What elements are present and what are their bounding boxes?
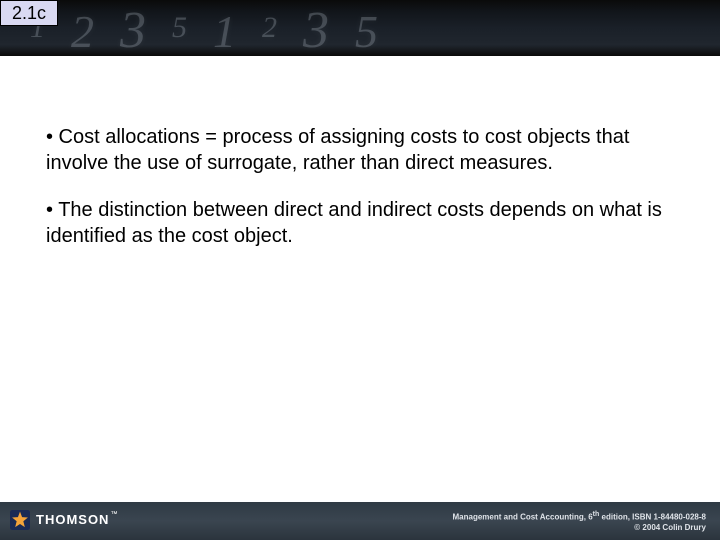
slide-number: 2.1c bbox=[1, 1, 57, 25]
header-decorative-digits: 12351235 bbox=[0, 0, 720, 56]
star-icon bbox=[10, 510, 30, 530]
publisher-name: THOMSON™ bbox=[36, 511, 117, 529]
credits-copyright: © 2004 Colin Drury bbox=[453, 523, 707, 534]
slide: 12351235 2.1c • Cost allocations = proce… bbox=[0, 0, 720, 540]
bullet-item: • Cost allocations = process of assignin… bbox=[46, 125, 674, 176]
footer-band: THOMSON™ Management and Cost Accounting,… bbox=[0, 502, 720, 540]
publisher-brand: THOMSON bbox=[36, 512, 109, 527]
credits-line-1: Management and Cost Accounting, 6th edit… bbox=[453, 510, 707, 523]
publisher-logo: THOMSON™ bbox=[10, 508, 117, 532]
body-area: • Cost allocations = process of assignin… bbox=[46, 125, 674, 271]
bullet-item: • The distinction between direct and ind… bbox=[46, 198, 674, 249]
credits-isbn: edition, ISBN 1-84480-028-8 bbox=[599, 512, 706, 521]
credits-book-title: Management and Cost Accounting, 6 bbox=[453, 512, 593, 521]
trademark-symbol: ™ bbox=[110, 511, 117, 518]
header-band: 12351235 bbox=[0, 0, 720, 56]
footer-credits: Management and Cost Accounting, 6th edit… bbox=[453, 510, 707, 534]
slide-number-box: 2.1c bbox=[0, 0, 58, 26]
